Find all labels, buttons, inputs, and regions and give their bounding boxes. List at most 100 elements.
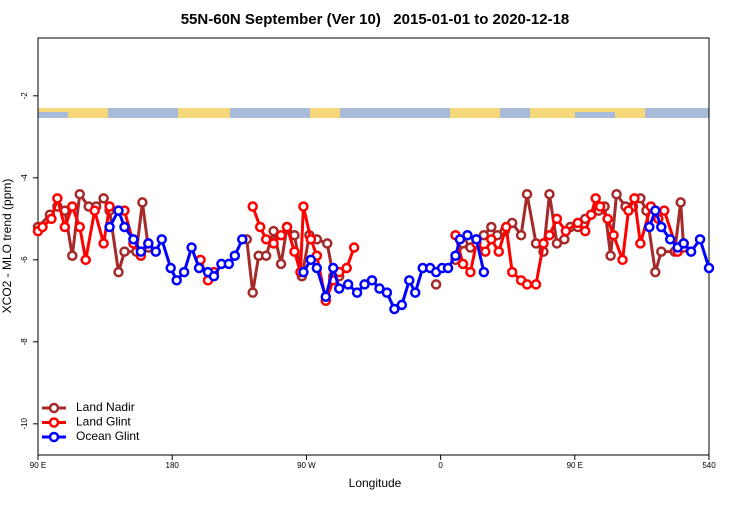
series-marker	[617, 254, 628, 266]
series-marker	[694, 234, 706, 245]
series-marker	[478, 266, 490, 278]
series-marker	[374, 283, 385, 294]
series-marker	[685, 246, 697, 257]
series-marker	[137, 197, 148, 208]
series-marker	[298, 201, 309, 212]
series-marker	[333, 283, 345, 294]
series-marker	[268, 238, 279, 249]
legend-label: Land Glint	[76, 415, 131, 429]
series-marker	[119, 246, 130, 257]
series-marker	[98, 238, 109, 249]
series-marker	[506, 266, 518, 278]
series-marker	[104, 221, 115, 233]
series-marker	[471, 234, 482, 245]
series-marker	[381, 287, 393, 298]
series-marker	[59, 221, 71, 233]
series-marker	[608, 229, 619, 241]
series-marker	[260, 250, 272, 261]
series-marker	[462, 229, 473, 241]
series-marker	[165, 262, 176, 274]
x-tick-label: 180	[166, 461, 180, 470]
legend-marker	[48, 431, 60, 443]
series-marker	[478, 229, 490, 241]
series-marker	[67, 201, 78, 212]
series-marker	[67, 250, 78, 261]
series-marker	[298, 266, 309, 278]
x-tick-label: 540	[702, 461, 716, 470]
y-tick-label: -10	[20, 418, 29, 430]
series-marker	[104, 201, 115, 212]
series-marker	[351, 287, 363, 298]
series-marker	[268, 225, 279, 237]
legend-marker	[48, 417, 60, 428]
series-marker	[254, 221, 266, 233]
series-marker	[366, 275, 378, 286]
series-marker	[359, 279, 370, 290]
series-marker	[178, 266, 190, 278]
series-marker	[322, 238, 333, 249]
series-marker	[37, 221, 48, 233]
series-marker	[678, 238, 689, 249]
y-axis-label: XCO2 - MLO trend (ppm)	[0, 179, 14, 314]
series-marker	[585, 209, 597, 220]
series-marker	[521, 279, 533, 290]
series-marker	[551, 213, 563, 225]
series-marker	[480, 246, 491, 257]
series-marker	[544, 188, 555, 200]
series-marker	[430, 279, 442, 290]
series-marker	[320, 291, 332, 302]
series-marker	[623, 205, 634, 216]
series-marker	[275, 258, 287, 270]
series-marker	[237, 234, 248, 245]
series-marker	[442, 262, 454, 274]
series-marker	[389, 303, 400, 315]
series-marker	[551, 238, 563, 249]
series-marker	[579, 225, 591, 237]
series-marker	[605, 250, 616, 261]
series-marker	[113, 205, 124, 216]
series-marker	[311, 262, 323, 274]
series-marker	[156, 234, 168, 245]
series-marker	[656, 246, 667, 257]
x-tick-label: 0	[438, 461, 443, 470]
series-marker	[342, 279, 354, 290]
x-tick-label: 90 W	[297, 461, 316, 470]
series-marker	[223, 258, 235, 270]
series-marker	[98, 193, 109, 204]
series-marker	[341, 262, 352, 274]
series-marker	[247, 201, 258, 212]
plot-frame	[37, 37, 710, 456]
series-marker	[305, 254, 317, 266]
x-tick-label: 90 E	[30, 461, 46, 470]
series-marker	[560, 225, 572, 237]
series-marker	[602, 213, 613, 225]
series-marker	[247, 287, 258, 298]
series-marker	[80, 254, 91, 266]
series-marker	[281, 221, 293, 233]
x-axis-label: Longitude	[349, 476, 402, 490]
series-marker	[89, 205, 100, 216]
series-marker	[635, 238, 646, 249]
series-marker	[538, 238, 549, 249]
series-marker	[305, 234, 317, 245]
series-marker	[454, 234, 466, 245]
series-marker	[74, 188, 86, 200]
series-marker	[650, 266, 661, 278]
series-marker	[675, 197, 686, 208]
series-marker	[171, 275, 182, 286]
series-marker	[590, 193, 601, 204]
series-marker	[193, 262, 205, 274]
chart-title: 55N-60N September (Ver 10) 2015-01-01 to…	[181, 11, 570, 28]
y-tick-label: -4	[20, 174, 29, 182]
y-tick-label: -2	[20, 92, 29, 100]
series-marker	[486, 221, 497, 233]
series-marker	[128, 234, 139, 245]
series-marker	[119, 221, 130, 233]
series-marker	[260, 234, 272, 245]
series-marker	[659, 205, 670, 216]
series-marker	[450, 250, 461, 261]
series-marker	[348, 242, 360, 253]
series-marker	[656, 221, 667, 233]
series-marker	[515, 229, 527, 241]
